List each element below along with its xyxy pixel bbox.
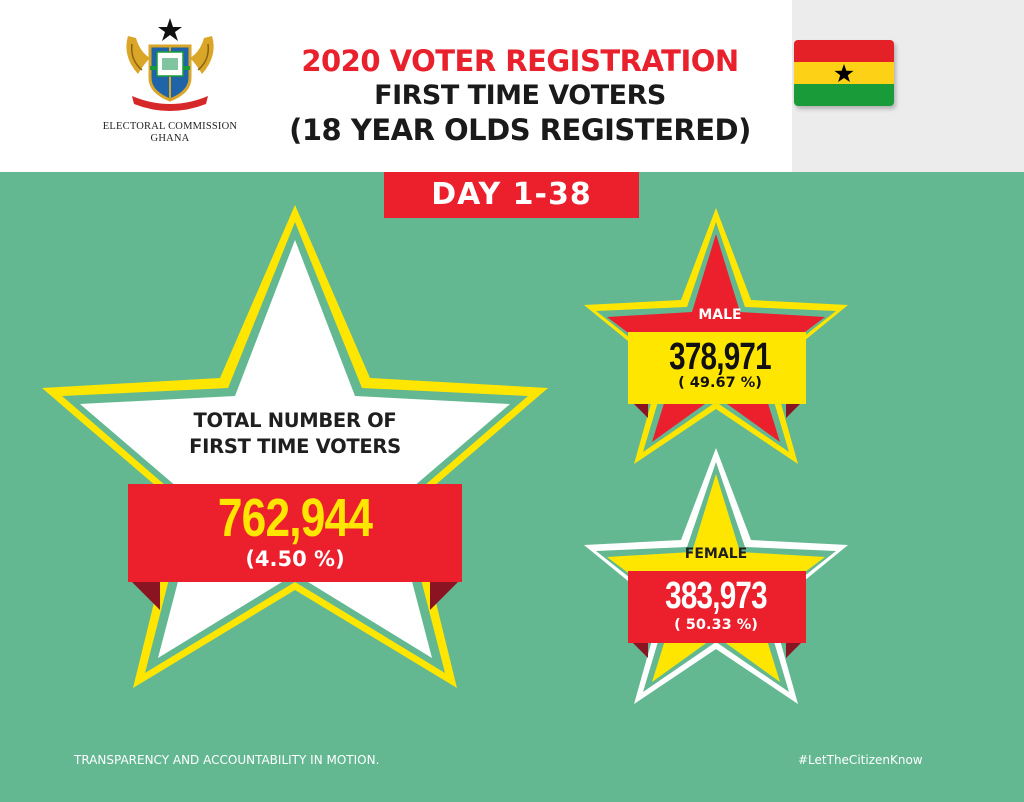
total-value: 762,944 — [217, 488, 373, 548]
title-line-1: 2020 VOTER REGISTRATION — [301, 44, 739, 78]
title-line-3: (18 YEAR OLDS REGISTERED) — [289, 113, 751, 147]
ghana-flag-icon — [794, 40, 894, 106]
coat-of-arms-icon — [126, 18, 214, 111]
female-ribbon — [628, 571, 806, 643]
female-percent: ( 50.33 %) — [674, 617, 758, 633]
title-line-2: FIRST TIME VOTERS — [374, 80, 666, 111]
female-ribbon-tail-right — [786, 640, 804, 658]
male-ribbon-tail-right — [786, 400, 804, 418]
female-value: 383,973 — [665, 575, 767, 617]
total-ribbon-tail-right — [430, 580, 460, 610]
footer-hashtag: #LetTheCitizenKnow — [798, 753, 923, 767]
female-ribbon-tail-left — [630, 640, 648, 658]
male-ribbon-tail-left — [630, 400, 648, 418]
total-label: TOTAL NUMBER OF FIRST TIME VOTERS — [189, 409, 401, 458]
total-ribbon-tail-left — [130, 580, 160, 610]
footer-slogan: TRANSPARENCY AND ACCOUNTABILITY IN MOTIO… — [74, 753, 380, 767]
total-percent: (4.50 %) — [245, 547, 345, 571]
organization-name: ELECTORAL COMMISSION GHANA — [102, 121, 238, 144]
male-percent: ( 49.67 %) — [678, 375, 762, 391]
total-ribbon — [128, 484, 462, 582]
period-badge: DAY 1-38 — [384, 172, 639, 218]
male-value: 378,971 — [669, 336, 771, 378]
male-ribbon — [628, 332, 806, 404]
male-label: MALE — [698, 307, 742, 323]
female-label: FEMALE — [684, 546, 748, 562]
